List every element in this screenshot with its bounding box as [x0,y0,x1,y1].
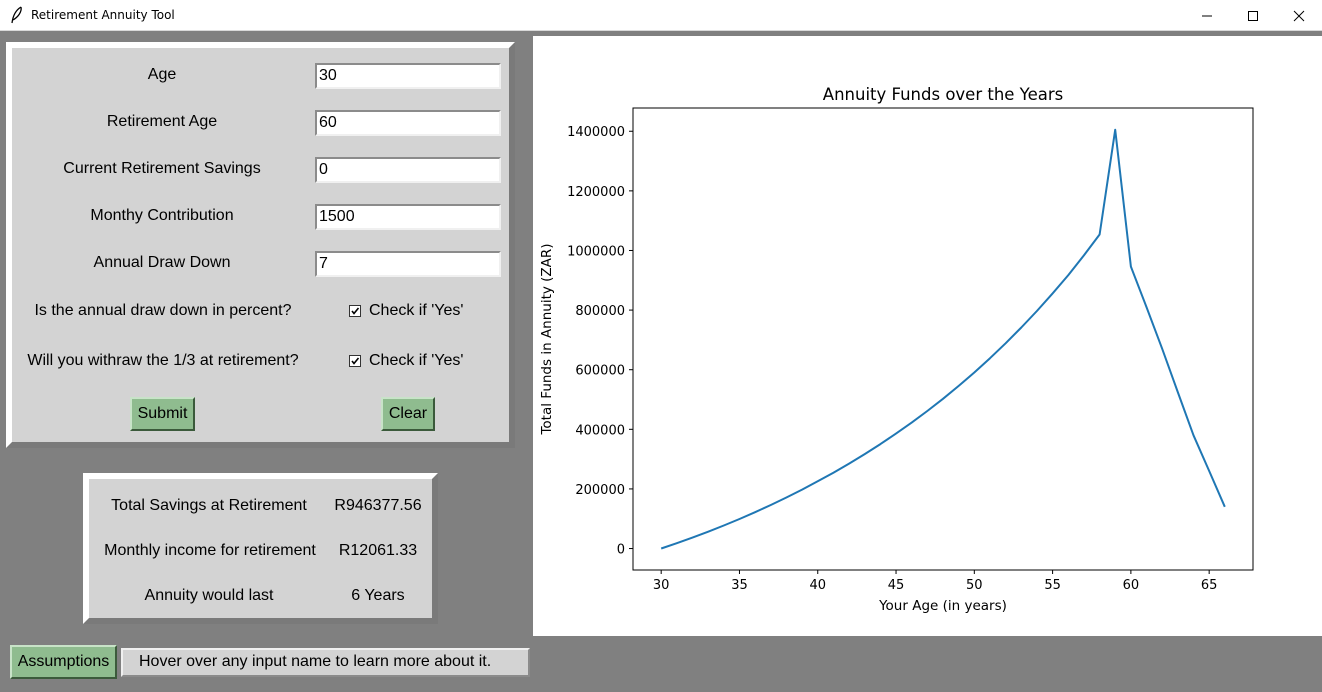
results-panel [83,473,438,624]
submit-button[interactable]: Submit [130,397,195,431]
close-icon [1293,10,1305,21]
total-savings-value: R946377.56 [334,497,422,514]
minimize-button[interactable] [1184,0,1230,31]
annuity-lasts-value: 6 Years [351,587,405,604]
y-tick-label: 800000 [575,304,625,319]
x-tick-label: 55 [1044,578,1061,593]
close-button[interactable] [1276,0,1322,31]
checkmark-icon [351,307,360,315]
y-tick-label: 1200000 [567,185,625,200]
series-group [660,128,1226,550]
checkmark-icon [351,357,360,365]
window-title: Retirement Annuity Tool [31,8,175,22]
retirement-age-input[interactable]: 60 [315,110,501,136]
age-input[interactable]: 30 [315,63,501,89]
x-tick-label: 50 [966,578,983,593]
x-tick-label: 30 [653,578,670,593]
title-bar: Retirement Annuity Tool [0,0,1322,31]
monthly-contribution-input[interactable]: 1500 [315,204,501,230]
draw-down-percent-check-label[interactable]: Check if 'Yes' [369,302,464,319]
withdraw-third-question[interactable]: Will you withraw the 1/3 at retirement? [27,352,299,369]
clear-button[interactable]: Clear [381,397,435,431]
monthly-income-label: Monthly income for retirement [104,542,316,559]
monthly-contribution-label[interactable]: Monthy Contribution [90,207,234,224]
annuity-funds-line [660,128,1226,550]
y-axis: 0 200000 400000 600000 800000 1000000 1200000 1… [567,125,633,558]
total-savings-label: Total Savings at Retirement [111,497,307,514]
y-axis-label: Total Funds in Annuity (ZAR) [539,243,555,435]
input-panel [6,42,515,448]
x-tick-label: 35 [731,578,748,593]
annuity-lasts-label: Annuity would last [144,587,274,604]
y-tick-label: 400000 [575,423,625,438]
feather-icon [11,6,22,24]
assumptions-button[interactable]: Assumptions [10,645,117,679]
withdraw-third-checkbox[interactable] [349,355,361,367]
annuity-chart: Annuity Funds over the Years 30 35 40 45 50 5… [539,85,1254,614]
annual-draw-down-label[interactable]: Annual Draw Down [93,254,231,271]
maximize-icon [1248,10,1258,21]
chart-panel: Annuity Funds over the Years 30 35 40 45 50 5… [533,36,1322,636]
annual-draw-down-input[interactable]: 7 [315,251,501,277]
plot-frame [632,107,1254,571]
chart-title: Annuity Funds over the Years [823,85,1063,104]
x-axis-label: Your Age (in years) [878,598,1007,614]
draw-down-percent-checkbox[interactable] [349,305,361,317]
x-tick-label: 65 [1201,578,1218,593]
x-tick-label: 60 [1123,578,1140,593]
current-savings-label[interactable]: Current Retirement Savings [63,160,261,177]
x-axis: 30 35 40 45 50 55 60 65 [653,570,1218,593]
y-tick-label: 1000000 [567,244,625,259]
x-tick-label: 45 [888,578,905,593]
y-tick-label: 1400000 [567,125,625,140]
x-tick-label: 40 [809,578,826,593]
monthly-income-value: R12061.33 [338,542,418,559]
y-tick-label: 0 [617,543,625,558]
age-label[interactable]: Age [147,66,177,83]
draw-down-percent-question[interactable]: Is the annual draw down in percent? [34,302,292,319]
maximize-button[interactable] [1230,0,1276,31]
y-tick-label: 600000 [575,364,625,379]
withdraw-third-check-label[interactable]: Check if 'Yes' [369,352,464,369]
current-savings-input[interactable]: 0 [315,157,501,183]
retirement-age-label[interactable]: Retirement Age [106,113,218,130]
minimize-icon [1202,15,1212,16]
status-bar: Hover over any input name to learn more … [121,648,530,677]
y-tick-label: 200000 [575,483,625,498]
